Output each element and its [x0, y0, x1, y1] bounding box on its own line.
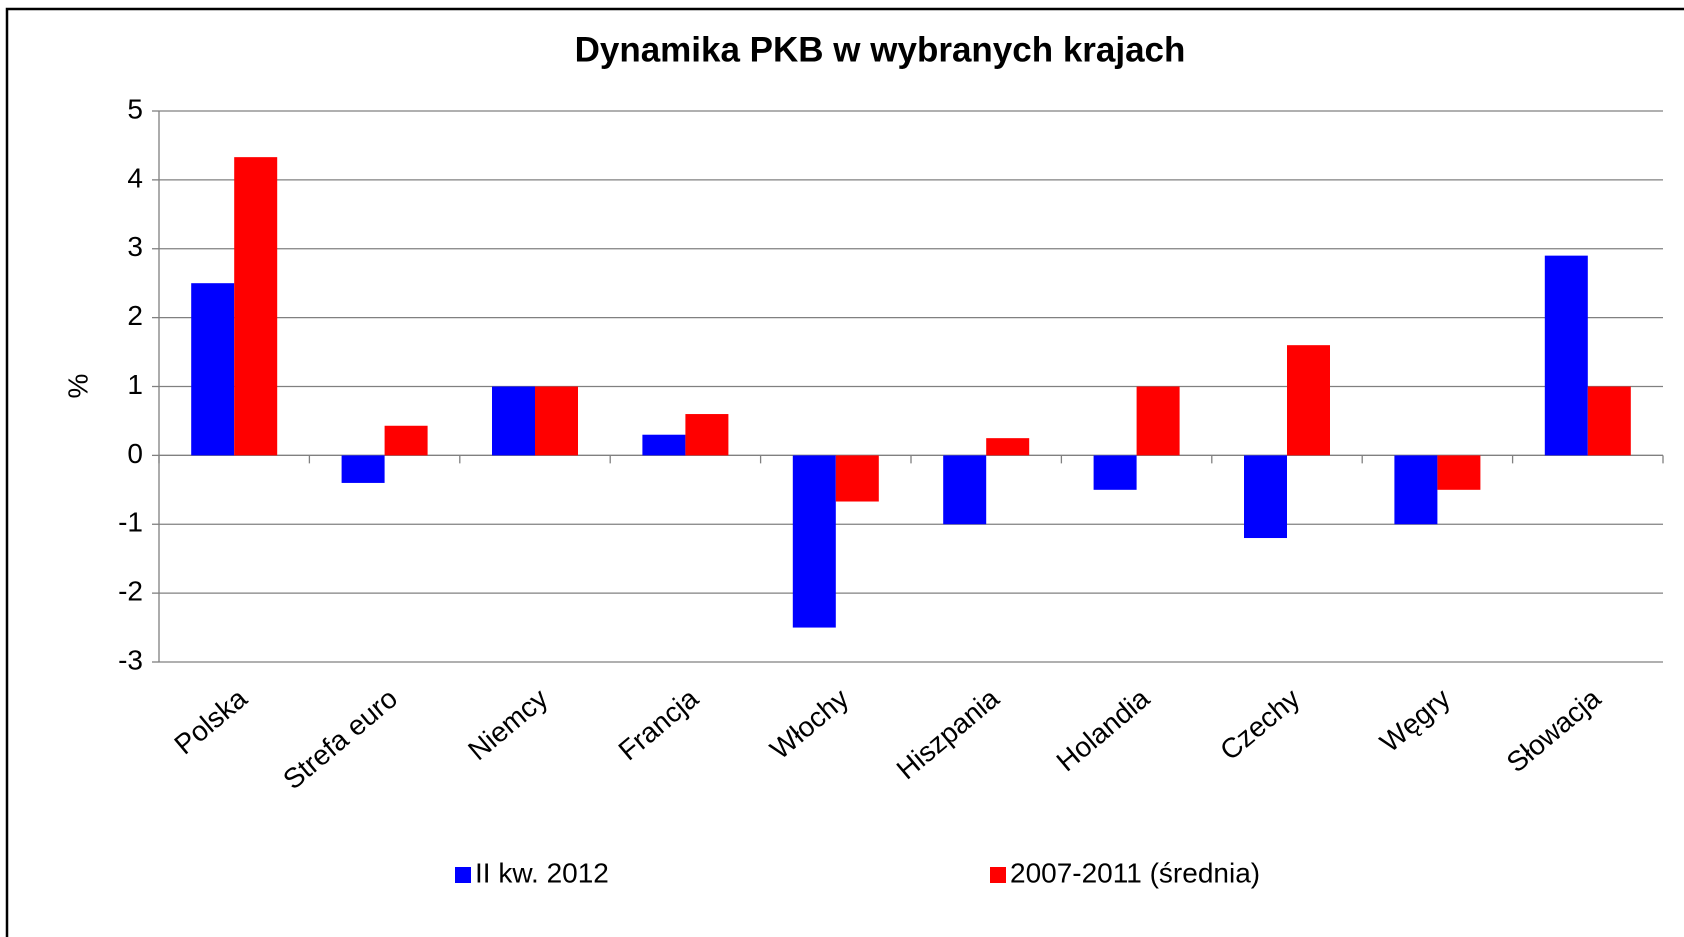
y-tick-label: 1 [127, 369, 143, 400]
bar [642, 434, 686, 456]
bar [535, 386, 578, 456]
bar [1394, 455, 1438, 525]
bar [1587, 386, 1631, 456]
bar [1093, 455, 1137, 490]
y-tick-label: -2 [118, 576, 143, 607]
legend-swatch [455, 867, 471, 883]
legend-swatch [990, 867, 1006, 883]
bar [384, 425, 428, 456]
chart-title: Dynamika PKB w wybranych krajach [575, 30, 1186, 69]
y-tick-label: 3 [127, 231, 143, 262]
y-tick-label: 2 [127, 300, 143, 331]
y-tick-label: 5 [127, 93, 143, 124]
bar [234, 157, 278, 456]
y-tick-label: 4 [127, 162, 143, 193]
bar [1136, 386, 1180, 456]
bar [1287, 345, 1330, 456]
bar [986, 438, 1030, 456]
bar [1544, 255, 1588, 456]
legend-label: 2007-2011 (średnia) [1010, 857, 1260, 888]
bar [943, 455, 987, 525]
bar [835, 455, 879, 502]
bar [1437, 455, 1481, 490]
y-tick-label: -3 [118, 644, 143, 675]
bar [492, 386, 535, 456]
bar [685, 414, 729, 456]
bar [341, 455, 385, 483]
y-tick-label: -1 [118, 507, 143, 538]
bar [191, 283, 235, 456]
y-tick-label: 0 [127, 438, 143, 469]
y-axis-label: % [62, 374, 93, 399]
bar [792, 455, 836, 628]
legend-label: II kw. 2012 [475, 857, 609, 888]
bar [1244, 455, 1287, 539]
